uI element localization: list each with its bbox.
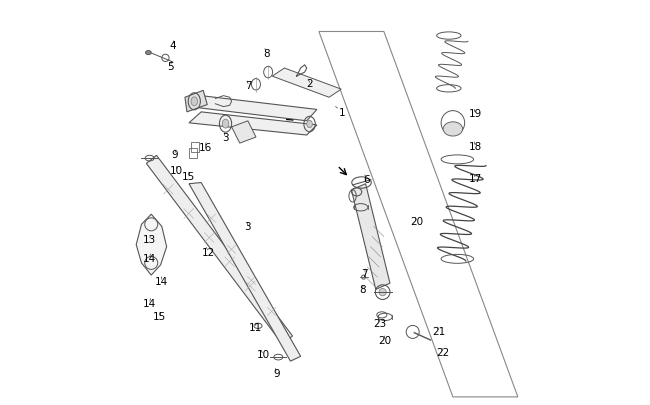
- Text: 7: 7: [245, 81, 252, 91]
- Text: 22: 22: [436, 347, 449, 357]
- Text: 8: 8: [359, 285, 366, 294]
- Text: 17: 17: [469, 174, 482, 184]
- Text: 10: 10: [170, 166, 183, 176]
- Text: 20: 20: [378, 335, 392, 345]
- Text: 5: 5: [168, 62, 174, 71]
- Polygon shape: [185, 91, 207, 113]
- Text: 20: 20: [410, 217, 423, 227]
- Text: 19: 19: [469, 109, 482, 119]
- Text: 6: 6: [363, 175, 370, 184]
- Text: 11: 11: [248, 322, 262, 332]
- Text: 9: 9: [273, 368, 280, 377]
- Text: 12: 12: [202, 247, 214, 257]
- Text: 2: 2: [307, 79, 313, 89]
- Text: 13: 13: [143, 235, 156, 245]
- Text: 15: 15: [181, 172, 195, 182]
- Ellipse shape: [307, 121, 313, 128]
- Polygon shape: [189, 96, 317, 122]
- Text: 7: 7: [361, 269, 368, 278]
- Polygon shape: [272, 69, 341, 98]
- Ellipse shape: [146, 51, 151, 55]
- Circle shape: [379, 289, 386, 296]
- Text: 16: 16: [199, 143, 212, 152]
- Text: 15: 15: [153, 312, 166, 322]
- Polygon shape: [352, 184, 390, 290]
- Text: 23: 23: [373, 318, 387, 328]
- Text: 1: 1: [339, 108, 346, 117]
- Bar: [191, 143, 199, 153]
- Polygon shape: [136, 215, 166, 275]
- Text: 14: 14: [154, 276, 168, 286]
- Polygon shape: [231, 122, 256, 144]
- Text: 21: 21: [432, 326, 445, 336]
- Polygon shape: [146, 156, 292, 344]
- Polygon shape: [189, 183, 301, 361]
- Ellipse shape: [443, 122, 463, 137]
- Text: 3: 3: [222, 133, 228, 143]
- Text: 8: 8: [263, 49, 270, 58]
- Bar: [189, 149, 197, 159]
- Text: 9: 9: [172, 150, 178, 160]
- Text: 14: 14: [143, 254, 156, 263]
- Text: 3: 3: [244, 222, 250, 232]
- Text: 14: 14: [143, 298, 156, 308]
- Ellipse shape: [191, 98, 198, 107]
- Text: 18: 18: [469, 142, 482, 151]
- Text: 10: 10: [256, 350, 270, 359]
- Ellipse shape: [222, 120, 229, 129]
- Text: 4: 4: [170, 41, 176, 51]
- Polygon shape: [189, 113, 317, 136]
